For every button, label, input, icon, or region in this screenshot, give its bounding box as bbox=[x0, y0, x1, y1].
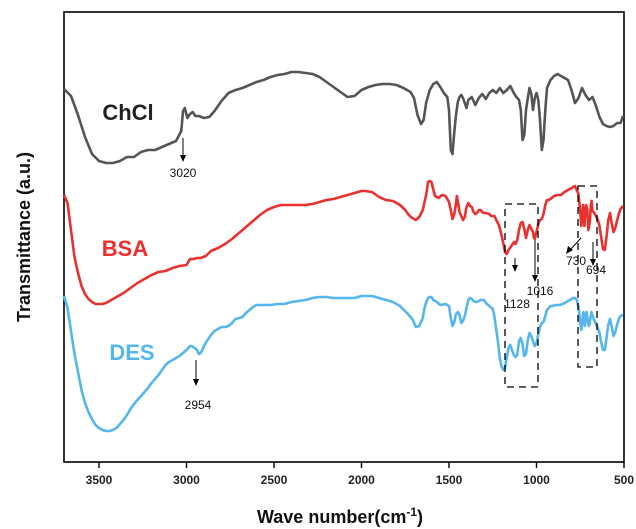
x-tick-label: 2500 bbox=[261, 473, 288, 487]
arrow-head-3020 bbox=[180, 155, 186, 162]
y-axis-title: Transmittance (a.u.) bbox=[14, 152, 34, 322]
series-group bbox=[62, 70, 625, 433]
arrow-head-2954 bbox=[193, 379, 199, 386]
arrow-head-1016 bbox=[532, 275, 538, 282]
x-axis-title-end: ) bbox=[417, 507, 423, 527]
plot-frame bbox=[63, 11, 625, 463]
highlight-box-650-800 bbox=[577, 185, 598, 368]
annotation-arrows bbox=[180, 138, 596, 386]
series-label-des: DES bbox=[109, 340, 154, 365]
x-tick-label: 1000 bbox=[523, 473, 550, 487]
x-tick-label: 3500 bbox=[86, 473, 113, 487]
series-line-chcl bbox=[63, 70, 625, 165]
series-line-des bbox=[62, 294, 624, 433]
annotation-694: 694 bbox=[586, 263, 606, 277]
x-tick-label: 2000 bbox=[348, 473, 375, 487]
arrow-730 bbox=[569, 237, 582, 251]
arrow-head-730 bbox=[566, 246, 573, 254]
x-axis-title-sup: -1 bbox=[406, 505, 417, 519]
series-label-bsa: BSA bbox=[102, 236, 149, 261]
annotation-2954: 2954 bbox=[185, 398, 212, 412]
highlight-box-1000-1200 bbox=[504, 203, 539, 388]
x-axis-title-main: Wave number(cm bbox=[257, 507, 406, 527]
series-line-bsa bbox=[62, 179, 625, 306]
arrow-head-694 bbox=[590, 259, 596, 266]
annotation-730: 730 bbox=[566, 254, 586, 268]
annotation-1128: 1128 bbox=[504, 297, 530, 311]
annotation-1016: 1016 bbox=[527, 284, 554, 298]
x-axis-title: Wave number(cm-1) bbox=[257, 505, 423, 527]
x-tick-label: 3000 bbox=[173, 473, 200, 487]
annotation-3020: 3020 bbox=[170, 166, 197, 180]
x-axis-ticks: 3500 3000 2500 2000 1500 1000 500 bbox=[86, 462, 634, 487]
arrow-head-1128 bbox=[512, 265, 518, 272]
x-tick-label: 500 bbox=[614, 473, 634, 487]
x-tick-label: 1500 bbox=[436, 473, 463, 487]
series-label-chcl: ChCl bbox=[102, 100, 153, 125]
